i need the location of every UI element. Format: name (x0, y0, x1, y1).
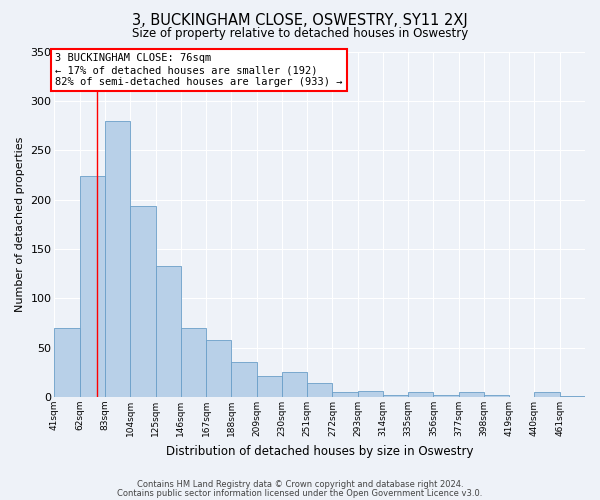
Bar (484, 395, 509, 397)
Bar (307, 383, 332, 397)
Bar (458, 392, 484, 397)
Text: Contains HM Land Registry data © Crown copyright and database right 2024.: Contains HM Land Registry data © Crown c… (137, 480, 463, 489)
Bar (332, 392, 358, 397)
X-axis label: Distribution of detached houses by size in Oswestry: Distribution of detached houses by size … (166, 444, 473, 458)
Text: Size of property relative to detached houses in Oswestry: Size of property relative to detached ho… (132, 28, 468, 40)
Bar (282, 372, 307, 397)
Bar (105, 120, 130, 397)
Text: 3 BUCKINGHAM CLOSE: 76sqm
← 17% of detached houses are smaller (192)
82% of semi: 3 BUCKINGHAM CLOSE: 76sqm ← 17% of detac… (55, 54, 343, 86)
Bar (560, 396, 585, 397)
Bar (155, 266, 181, 397)
Text: Contains public sector information licensed under the Open Government Licence v3: Contains public sector information licen… (118, 488, 482, 498)
Bar (433, 395, 458, 397)
Bar (80, 176, 105, 397)
Bar (55, 328, 80, 397)
Text: 3, BUCKINGHAM CLOSE, OSWESTRY, SY11 2XJ: 3, BUCKINGHAM CLOSE, OSWESTRY, SY11 2XJ (132, 12, 468, 28)
Bar (358, 391, 383, 397)
Bar (130, 206, 155, 397)
Bar (181, 328, 206, 397)
Bar (408, 392, 433, 397)
Bar (257, 376, 282, 397)
Bar (206, 340, 232, 397)
Bar (232, 362, 257, 397)
Bar (535, 392, 560, 397)
Bar (383, 395, 408, 397)
Y-axis label: Number of detached properties: Number of detached properties (15, 136, 25, 312)
